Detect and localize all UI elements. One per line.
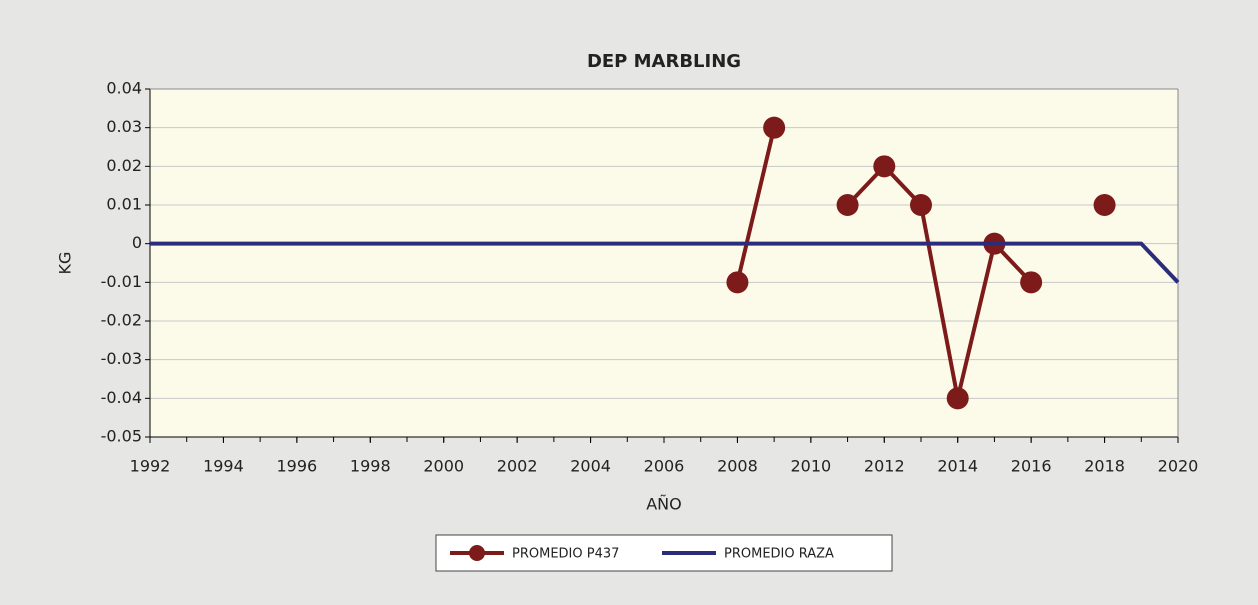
y-tick-label: -0.04: [101, 388, 142, 407]
marker: [1093, 194, 1116, 216]
y-tick-label: -0.01: [101, 272, 142, 291]
y-tick-label: 0.03: [106, 117, 142, 136]
x-tick-label: 2012: [864, 457, 905, 476]
legend-marker: [469, 545, 485, 561]
y-tick-label: -0.05: [101, 427, 142, 446]
plot-area: [150, 89, 1178, 437]
y-axis-label: KG: [56, 252, 75, 275]
legend-label: PROMEDIO RAZA: [724, 547, 834, 562]
x-tick-label: 2020: [1158, 457, 1199, 476]
y-tick-label: -0.03: [101, 349, 142, 368]
y-tick-label: 0: [132, 233, 142, 252]
marker: [910, 194, 932, 216]
x-axis-label: AÑO: [646, 495, 682, 514]
x-tick-label: 1996: [276, 457, 317, 476]
x-tick-label: 2008: [717, 457, 758, 476]
series-line: [150, 241, 1180, 284]
x-tick-label: 2000: [423, 457, 464, 476]
x-tick-label: 1998: [350, 457, 391, 476]
y-tick-label: 0.02: [106, 156, 142, 175]
marker: [836, 194, 859, 216]
x-tick-label: 2006: [644, 457, 685, 476]
marker: [763, 116, 786, 139]
x-tick-label: 1992: [130, 457, 171, 476]
x-tick-label: 2016: [1011, 457, 1052, 476]
marker: [1020, 271, 1043, 294]
x-tick-label: 2014: [937, 457, 978, 476]
x-tick-label: 2002: [497, 457, 538, 476]
series-line: [735, 127, 777, 283]
marker: [726, 271, 749, 294]
legend-label: PROMEDIO P437: [512, 547, 619, 562]
y-tick-label: 0.01: [106, 195, 142, 214]
x-tick-label: 2018: [1084, 457, 1125, 476]
x-tick-label: 1994: [203, 457, 244, 476]
y-tick-label: -0.02: [101, 311, 142, 330]
marker: [873, 155, 896, 178]
marker: [946, 387, 969, 410]
chart-title: DEP MARBLING: [587, 51, 741, 72]
y-tick-label: 0.04: [106, 79, 142, 98]
x-tick-label: 2004: [570, 457, 611, 476]
x-tick-label: 2010: [790, 457, 831, 476]
